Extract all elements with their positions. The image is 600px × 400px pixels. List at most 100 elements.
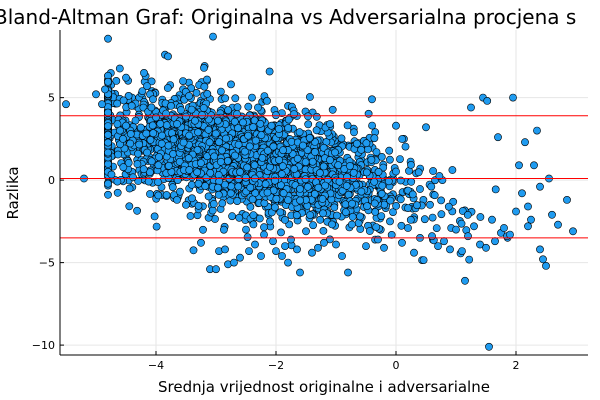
data-point (387, 230, 396, 239)
data-point (245, 247, 253, 255)
data-point (134, 149, 142, 158)
data-point (279, 146, 287, 155)
data-point (246, 183, 255, 192)
data-point (155, 153, 163, 161)
data-point (142, 129, 151, 138)
x-tick-label: 2 (513, 359, 520, 372)
data-point (240, 147, 249, 156)
data-point (218, 146, 226, 155)
data-point (319, 162, 328, 171)
data-point (378, 181, 387, 190)
data-point (332, 211, 341, 220)
data-point (308, 248, 316, 257)
data-point (231, 151, 239, 160)
data-point (392, 121, 400, 130)
data-point (337, 134, 346, 143)
data-point (251, 240, 259, 249)
data-point (554, 220, 562, 229)
data-point (437, 210, 446, 219)
data-point (260, 223, 268, 232)
data-point (201, 182, 210, 190)
data-point (539, 255, 547, 264)
data-point (112, 77, 121, 85)
data-point (149, 129, 158, 138)
data-point (328, 105, 337, 114)
data-point (407, 160, 415, 169)
data-point (233, 110, 241, 118)
data-point (113, 177, 122, 186)
data-point (221, 245, 229, 254)
data-point (203, 90, 212, 98)
data-point (463, 210, 472, 219)
data-point (249, 123, 257, 131)
data-point (214, 190, 223, 199)
data-point (302, 227, 310, 236)
data-point (435, 172, 444, 180)
data-point (173, 176, 182, 184)
data-point (311, 148, 319, 156)
data-point (200, 82, 209, 91)
data-point (234, 140, 243, 149)
data-point (362, 139, 371, 148)
data-point (263, 188, 272, 197)
data-point (179, 77, 187, 85)
data-point (428, 232, 436, 241)
data-point (246, 202, 255, 211)
data-point (197, 238, 205, 247)
data-point (542, 261, 550, 270)
data-point (186, 212, 195, 220)
data-point (494, 133, 502, 142)
data-point (104, 34, 112, 43)
data-point (408, 190, 417, 199)
data-point (296, 268, 304, 277)
data-point (315, 168, 324, 177)
data-point (410, 248, 418, 257)
data-point (258, 153, 267, 162)
data-point (194, 201, 203, 210)
data-point (341, 208, 350, 217)
data-point (136, 123, 145, 132)
data-point (179, 138, 188, 147)
data-point (126, 139, 135, 148)
data-point (147, 103, 156, 112)
data-point (406, 215, 415, 224)
data-point (236, 167, 244, 176)
data-point (209, 32, 217, 41)
data-point (194, 179, 203, 188)
data-point (370, 199, 379, 208)
data-point (563, 195, 571, 204)
data-point (312, 126, 321, 135)
data-point (428, 213, 437, 222)
data-point (332, 240, 340, 249)
data-point (524, 222, 532, 231)
data-point (278, 162, 287, 171)
data-point (372, 148, 381, 156)
data-point (404, 224, 412, 232)
data-point (234, 124, 242, 133)
data-point (296, 184, 304, 193)
data-point (243, 233, 252, 241)
data-point (62, 100, 70, 109)
data-point (138, 87, 147, 95)
data-point (310, 189, 319, 198)
data-point (357, 187, 366, 196)
data-point (211, 129, 220, 138)
data-point (422, 123, 430, 132)
data-point (326, 156, 334, 164)
data-point (309, 221, 317, 230)
data-point (301, 158, 310, 166)
data-point (263, 146, 272, 155)
data-point (396, 155, 404, 163)
data-point (290, 165, 299, 173)
data-point (457, 219, 466, 228)
data-point (536, 182, 544, 191)
data-point (244, 131, 253, 140)
data-point (192, 89, 201, 97)
data-point (154, 191, 163, 200)
data-point (416, 185, 424, 193)
data-point (182, 200, 190, 209)
data-point (334, 161, 343, 170)
data-point (299, 141, 307, 150)
data-point (221, 94, 230, 103)
data-point (377, 189, 386, 198)
